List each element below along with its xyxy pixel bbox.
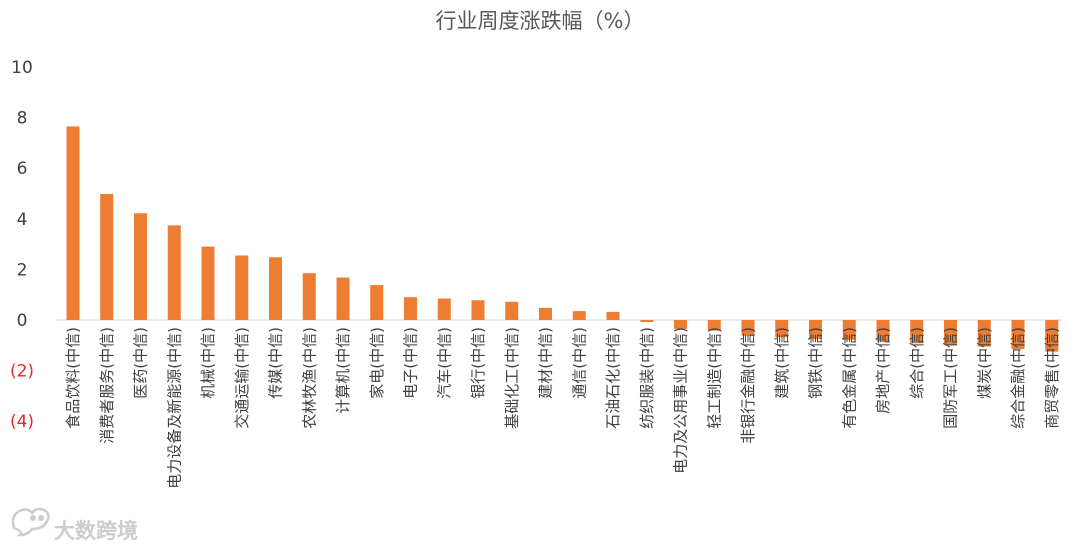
bar [539,307,552,320]
x-tick-label: 机械(中信) [199,327,217,399]
bar [471,300,485,320]
bar [235,255,249,320]
y-tick-label: 10 [11,58,33,78]
bar [1011,320,1025,350]
bar [336,277,350,320]
x-tick-label: 通信(中信) [570,327,588,399]
x-tick-label: 石油石化(中信) [604,327,622,429]
bar [370,285,384,320]
watermark-text: 大数跨境 [54,519,138,543]
bar [876,320,890,342]
bar [437,298,451,320]
x-tick-label: 房地产(中信) [874,327,892,414]
x-tick-label: 电子(中信) [402,327,420,399]
bar [910,320,924,344]
x-tick-label: 家电(中信) [368,327,386,399]
x-tick-label: 食品饮料(中信) [64,327,82,429]
x-tick-label: 纺织服装(中信) [638,327,656,429]
bar [269,257,282,320]
bar [302,273,316,320]
x-tick-label: 商贸零售(中信) [1043,327,1061,429]
bar [606,311,620,320]
bar [640,320,654,323]
x-tick-label: 交通运输(中信) [233,327,251,429]
x-axis: 食品饮料(中信) 消费者服务(中信) 医药(中信) 电力设备及新能源(中信) 机械(中信… [64,327,1061,489]
bars [66,126,1059,352]
y-tick-label: 0 [17,311,28,331]
bar [674,320,687,329]
y-tick-label: 8 [17,109,28,129]
x-tick-label: 综合金融(中信) [1009,327,1027,429]
x-tick-label: 农林牧渔(中信) [300,327,318,429]
x-tick-label: 综合(中信) [908,327,926,399]
x-tick-label: 钢铁(中信) [807,327,825,399]
x-tick-label: 汽车(中信) [435,327,453,399]
bar [201,246,215,320]
bar [66,126,80,320]
bar [100,194,114,320]
y-tick-label: 6 [17,159,28,179]
x-tick-label: 建筑(中信) [773,327,791,399]
y-axis: 10 8 6 4 2 0 (2) (4) [10,58,34,432]
bar [741,320,755,336]
bar [775,320,789,338]
bar [707,320,721,331]
bar [944,320,957,346]
x-tick-label: 银行(中信) [469,327,487,399]
bar [977,320,991,347]
x-tick-label: 煤炭(中信) [975,327,993,399]
chart-title: 行业周度涨跌幅（%） [436,9,645,33]
x-tick-label: 消费者服务(中信) [98,327,116,444]
bar [505,301,519,320]
bar [167,225,181,320]
x-tick-label: 轻工制造(中信) [705,327,723,429]
x-tick-label: 建材(中信) [537,327,555,399]
bar [134,213,147,320]
x-tick-label: 基础化工(中信) [503,327,521,429]
bar [809,320,822,339]
bar [404,297,417,320]
x-tick-label: 医药(中信) [132,327,150,399]
y-tick-label: (4) [10,412,34,432]
x-tick-label: 电力设备及新能源(中信) [165,327,183,489]
x-tick-label: 传媒(中信) [267,327,285,399]
y-tick-label: (2) [10,362,34,382]
bar [842,320,856,340]
x-tick-label: 国防军工(中信) [942,327,960,429]
bubble-logo-icon [11,507,50,537]
x-tick-label: 非银行金融(中信) [739,327,757,444]
x-tick-label: 电力及公用事业(中信) [672,327,690,474]
y-tick-label: 2 [17,260,28,280]
y-tick-label: 4 [17,210,28,230]
watermark: 大数跨境 [11,507,138,543]
x-tick-label: 计算机(中信) [334,327,352,414]
bar [1045,320,1059,352]
bar [572,311,586,320]
x-tick-label: 有色金属(中信) [840,327,858,429]
